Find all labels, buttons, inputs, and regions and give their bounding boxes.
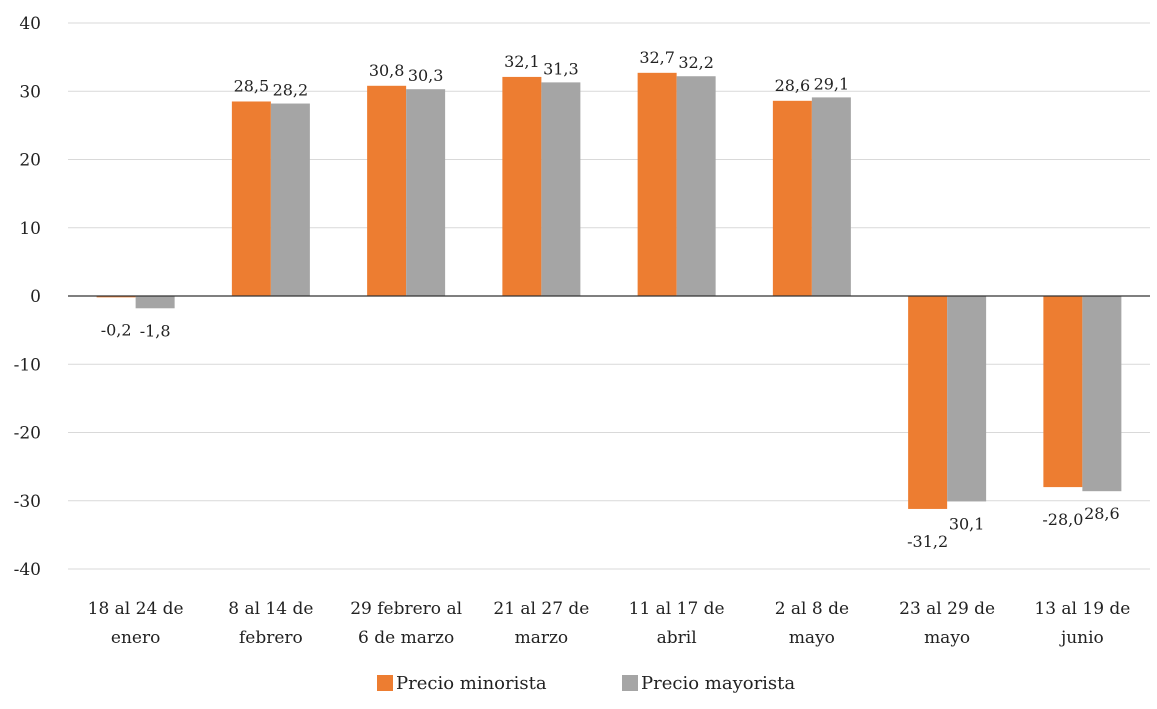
data-label: 28,5 (234, 76, 270, 95)
bar-minorista (367, 85, 407, 296)
x-axis: 18 al 24 de enero 8 al 14 de febrero 29 febr… (88, 599, 1131, 648)
x-tick-label: abril (657, 628, 697, 648)
x-tick-label: 21 al 27 de (493, 599, 589, 619)
bar-minorista (772, 100, 812, 297)
data-label: 30,8 (369, 61, 405, 80)
x-tick-label: mayo (924, 628, 970, 648)
y-tick-label: -40 (14, 560, 41, 580)
bar-mayorista (541, 82, 581, 296)
y-tick-label: 10 (19, 219, 41, 239)
data-label: -31,2 (907, 532, 948, 551)
bar-minorista (231, 101, 271, 296)
data-label: -0,2 (101, 320, 132, 339)
data-label: 29,1 (814, 74, 850, 93)
bar-mayorista (135, 296, 175, 309)
x-tick-label: febrero (239, 628, 303, 648)
x-tick-label: 23 al 29 de (899, 599, 995, 619)
bar-minorista (96, 296, 136, 298)
bars (96, 72, 1122, 509)
x-tick-label: 8 al 14 de (228, 599, 313, 619)
x-tick-label: 11 al 17 de (629, 599, 725, 619)
y-tick-label: -30 (14, 492, 41, 512)
data-label: -1,8 (140, 321, 171, 340)
x-tick-label: 6 de marzo (358, 628, 454, 648)
bar-mayorista (1082, 296, 1122, 492)
data-label: 30,3 (408, 66, 444, 85)
bar-minorista (908, 296, 948, 509)
bar-mayorista (270, 103, 310, 296)
legend: Precio minorista Precio mayorista (377, 673, 795, 694)
bar-mayorista (811, 97, 851, 296)
x-tick-label: junio (1059, 628, 1104, 648)
x-tick-label: 29 febrero al (350, 599, 462, 619)
data-label: 30,1 (949, 514, 985, 533)
y-axis: 40 30 20 10 0 -10 -20 -30 -40 (14, 14, 41, 580)
data-label: 28,6 (1084, 504, 1120, 523)
y-tick-label: 20 (19, 151, 41, 171)
x-tick-label: 13 al 19 de (1034, 599, 1130, 619)
data-label: 31,3 (543, 59, 579, 78)
legend-swatch (377, 675, 393, 691)
bar-minorista (637, 72, 677, 296)
x-tick-label: 2 al 8 de (775, 599, 849, 619)
x-tick-label: enero (111, 628, 160, 648)
bar-mayorista (676, 76, 716, 296)
data-label: 32,2 (678, 53, 714, 72)
bar-minorista (502, 76, 542, 296)
data-labels: -0,2 -1,8 28,5 28,2 30,8 30,3 32,1 31,3 32,7 32,2… (101, 48, 1120, 551)
x-tick-label: 18 al 24 de (88, 599, 184, 619)
y-tick-label: -10 (14, 355, 41, 375)
y-tick-label: 0 (30, 287, 41, 307)
legend-swatch (622, 675, 638, 691)
bar-minorista (1043, 296, 1083, 488)
bar-mayorista (406, 89, 446, 296)
data-label: -28,0 (1042, 510, 1083, 529)
bar-mayorista (947, 296, 987, 502)
x-tick-label: marzo (515, 628, 569, 648)
data-label: 28,2 (273, 81, 309, 100)
data-label: 32,7 (639, 48, 675, 67)
y-tick-label: -20 (14, 424, 41, 444)
data-label: 28,6 (775, 76, 811, 95)
legend-label: Precio mayorista (641, 673, 795, 694)
y-tick-label: 40 (19, 14, 41, 34)
x-tick-label: mayo (789, 628, 835, 648)
legend-label: Precio minorista (396, 673, 547, 694)
y-tick-label: 30 (19, 82, 41, 102)
data-label: 32,1 (504, 52, 540, 71)
